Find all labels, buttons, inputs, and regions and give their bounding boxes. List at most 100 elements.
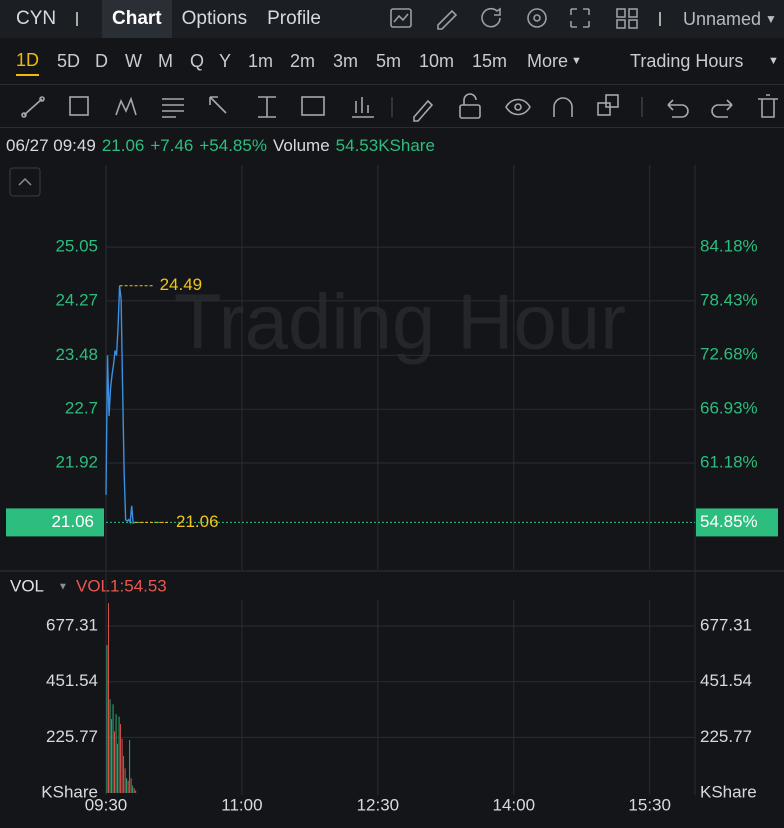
y-tick-label: 25.05 [55,237,98,256]
dropdown-arrow[interactable]: ▼ [768,55,779,67]
x-tick-label: 11:00 [221,795,262,814]
dropdown-arrow[interactable]: ▼ [58,582,68,593]
period[interactable]: 10m [419,50,455,71]
icon[interactable] [527,8,547,28]
volume-bar [112,704,114,793]
period[interactable]: M [158,50,173,71]
volume-bar [126,778,128,793]
last-price-label: 21.06 [51,512,94,531]
x-tick-label: 12:30 [357,795,400,814]
y-tick-label: 22.7 [65,399,98,418]
info-line: 06/27 09:49 21.06 +7.46 +54.85% Volume 5… [0,134,784,158]
collapse-button[interactable] [9,167,41,197]
period[interactable]: 1D [16,50,40,76]
period[interactable]: Y [219,50,232,71]
volume-bar [133,788,135,793]
tool-icons [21,93,778,122]
dropdown-arrow[interactable]: ▼ [571,55,582,67]
icon[interactable] [505,98,531,116]
volume-bar [129,740,131,793]
period[interactable]: 1m [248,50,274,71]
watermark: Trading Hour [174,278,626,366]
price: 21.06 [101,136,145,155]
period[interactable]: More [527,50,569,71]
icon[interactable] [597,102,611,116]
icon[interactable] [352,97,374,118]
icon[interactable] [667,99,689,118]
period[interactable]: 3m [333,50,359,71]
icon[interactable] [390,8,412,28]
y2-tick-label: 78.43% [700,291,758,310]
drawing-toolbar [0,84,784,128]
icon[interactable] [301,96,325,116]
icon[interactable] [459,104,481,119]
last-inline-label: 21.06 [176,512,219,531]
x-tick-label: 09:30 [85,795,128,814]
icon[interactable] [115,96,137,116]
tab[interactable]: Chart [102,0,172,38]
volume-bar [115,714,117,793]
volume-bar [108,603,109,793]
volume-bar [117,743,119,793]
change-pct: +54.85% [199,136,267,155]
period[interactable]: 2m [290,50,316,71]
icon[interactable] [258,96,276,118]
symbol[interactable]: CYN [16,8,57,29]
dropdown-arrow[interactable]: ▼ [765,12,777,26]
change: +7.46 [150,136,194,155]
tab[interactable]: Profile [267,8,321,29]
y2-tick-label: 61.18% [700,453,758,472]
icon[interactable] [553,97,573,117]
period[interactable]: Q [190,50,205,71]
volume-bar [124,768,126,793]
datetime: 06/27 09:49 [6,136,96,155]
y-tick-label: KShare [700,782,757,801]
tab[interactable]: Options [181,8,248,29]
volume-bar [114,731,116,793]
icon[interactable] [481,7,501,28]
icon[interactable] [162,98,184,118]
x-tick-label: 15:30 [628,795,671,814]
volume-bar [121,738,123,793]
icon[interactable] [570,8,590,28]
session[interactable]: Trading Hours [630,50,744,71]
icon[interactable] [413,99,434,122]
y-tick-label: 677.31 [700,616,752,635]
period[interactable]: 5D [57,50,81,71]
period[interactable]: 5m [376,50,402,71]
icon[interactable] [758,94,778,118]
y-tick-label: 24.27 [55,290,98,309]
y2-tick-label: 72.68% [700,345,758,364]
icon[interactable] [23,98,43,116]
period[interactable]: W [125,50,142,71]
y-tick-label: 23.48 [55,345,98,364]
x-tick-label: 14:00 [492,795,535,814]
last-price-box [6,508,104,537]
volume-bar [118,716,120,793]
volume-label: Volume [272,136,330,155]
volume-bar [111,719,112,793]
period[interactable]: D [95,50,108,71]
icon[interactable] [616,8,626,18]
volume-bar [127,780,129,793]
indicator-name: VOL [10,576,44,595]
icon[interactable] [69,96,89,116]
collapse-icon [18,177,32,186]
y-tick-label: 225.77 [700,727,752,746]
icon[interactable] [437,9,458,30]
last-pct-box [696,508,778,537]
layout-name[interactable]: Unnamed [683,8,762,29]
volume-bar [135,790,137,793]
volume-bar [120,723,122,793]
volume-bar [106,645,108,793]
y-tick-label: 451.54 [46,671,98,690]
volume-bar [109,699,111,793]
y-tick-label: 21.92 [55,453,98,472]
y-tick-label: 225.77 [46,727,98,746]
volume-bar [132,785,134,793]
period[interactable]: 15m [472,50,508,71]
icon[interactable] [209,96,227,114]
icon[interactable] [711,99,733,118]
